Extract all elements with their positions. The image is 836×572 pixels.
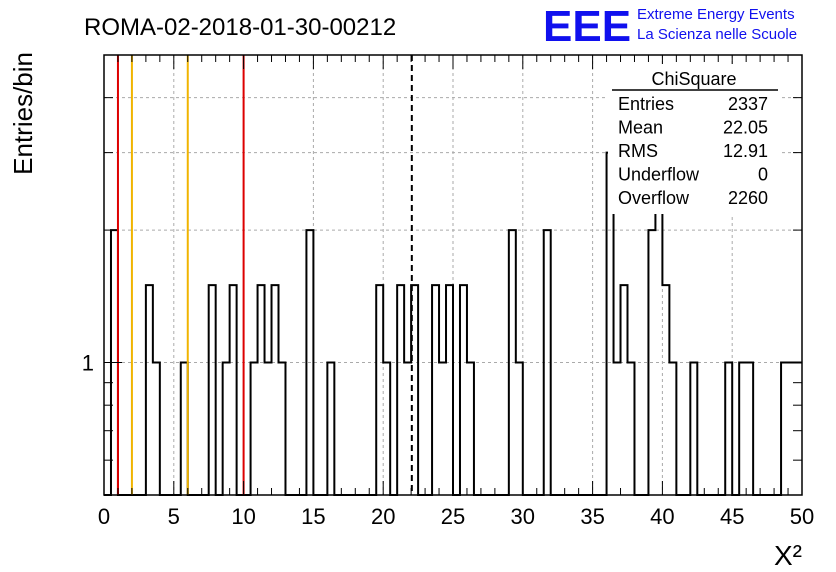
- histogram-bin: [460, 285, 467, 495]
- stats-row-value: 12.91: [723, 141, 768, 161]
- stats-row-value: 0: [758, 165, 768, 185]
- histogram-bin: [181, 363, 188, 495]
- stats-row-label: Overflow: [618, 188, 690, 208]
- histogram-bin: [621, 285, 628, 495]
- y-tick-label: 1: [82, 351, 94, 376]
- eee-logo: EEE Extreme Energy Events La Scienza nel…: [543, 2, 797, 51]
- histogram-bin: [662, 285, 669, 495]
- histogram-bin: [739, 363, 746, 495]
- histogram-bin: [404, 363, 411, 495]
- histogram-bin: [467, 363, 474, 495]
- x-tick-label: 15: [301, 504, 325, 529]
- histogram-bin: [327, 363, 334, 495]
- x-tick-label: 50: [790, 504, 814, 529]
- x-tick-label: 45: [720, 504, 744, 529]
- histogram-bin: [146, 285, 153, 495]
- x-tick-label: 5: [168, 504, 180, 529]
- stats-row-value: 22.05: [723, 118, 768, 138]
- histogram-bin: [628, 363, 635, 495]
- histogram-bin: [383, 363, 390, 495]
- stats-box: ChiSquare Entries 2337 Mean 22.05 RMS 12.91 Un…: [608, 64, 780, 214]
- eee-logo-line2: La Scienza nelle Scuole: [637, 26, 797, 43]
- reference-lines: [116, 55, 413, 495]
- histogram-bin: [230, 285, 237, 495]
- histogram-bin: [446, 285, 453, 495]
- eee-logo-mark: EEE: [543, 2, 631, 51]
- histogram-bin: [781, 363, 788, 495]
- x-tick-label: 30: [511, 504, 535, 529]
- histogram-outline: [104, 151, 802, 496]
- x-tick-label: 35: [580, 504, 604, 529]
- x-tick-label: 25: [441, 504, 465, 529]
- stats-row-label: Entries: [618, 94, 674, 114]
- histogram-bin: [746, 363, 753, 495]
- x-tick-label: 20: [371, 504, 395, 529]
- x-tick-label: 0: [98, 504, 110, 529]
- histogram-bin: [397, 285, 404, 495]
- x-tick-label: 40: [650, 504, 674, 529]
- axis-ticks: 0 5 10 15 20 25 30 35 40 45 50 1: [82, 55, 814, 529]
- stats-box-title: ChiSquare: [651, 69, 736, 89]
- histogram-bin: [439, 363, 446, 495]
- histogram-bins: [104, 151, 802, 496]
- histogram-bin: [669, 363, 676, 495]
- histogram-bin: [209, 285, 216, 495]
- x-tick-label: 10: [231, 504, 255, 529]
- histogram-bin: [725, 363, 732, 495]
- eee-logo-line1: Extreme Energy Events: [637, 6, 795, 23]
- histogram-bin: [690, 363, 697, 495]
- stats-row-label: Underflow: [618, 165, 700, 185]
- chart-title: ROMA-02-2018-01-30-00212: [84, 14, 396, 41]
- stats-row-label: Mean: [618, 118, 663, 138]
- histogram-bin: [251, 363, 258, 495]
- x-axis-label: X²: [774, 540, 802, 571]
- histogram-bin: [516, 363, 523, 495]
- histogram-bin: [153, 363, 160, 495]
- histogram-bin: [265, 363, 272, 495]
- histogram-bin: [272, 285, 279, 495]
- histogram-bin: [258, 285, 265, 495]
- histogram-bin: [279, 363, 286, 495]
- y-axis-label: Entries/bin: [8, 52, 38, 175]
- stats-row-value: 2337: [728, 94, 768, 114]
- histogram-bin: [223, 363, 230, 495]
- histogram-bin: [614, 363, 621, 495]
- stats-row-value: 2260: [728, 188, 768, 208]
- histogram-bin: [432, 285, 439, 495]
- stats-row-label: RMS: [618, 141, 658, 161]
- histogram-bin: [376, 285, 383, 495]
